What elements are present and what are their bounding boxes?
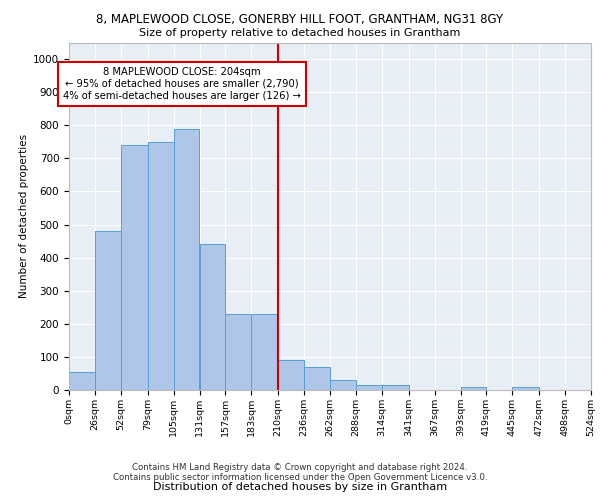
Bar <box>278 360 304 390</box>
Bar <box>173 128 199 390</box>
Bar <box>121 145 148 390</box>
Text: Contains HM Land Registry data © Crown copyright and database right 2024.: Contains HM Land Registry data © Crown c… <box>132 464 468 472</box>
Text: Distribution of detached houses by size in Grantham: Distribution of detached houses by size … <box>153 482 447 492</box>
Bar <box>251 314 278 390</box>
Y-axis label: Number of detached properties: Number of detached properties <box>19 134 29 298</box>
Bar <box>95 231 121 390</box>
Bar <box>199 244 226 390</box>
Text: 8, MAPLEWOOD CLOSE, GONERBY HILL FOOT, GRANTHAM, NG31 8GY: 8, MAPLEWOOD CLOSE, GONERBY HILL FOOT, G… <box>97 12 503 26</box>
Bar <box>356 385 382 390</box>
Bar <box>226 314 251 390</box>
Bar <box>304 367 330 390</box>
Bar <box>512 386 539 390</box>
Text: 8 MAPLEWOOD CLOSE: 204sqm
← 95% of detached houses are smaller (2,790)
4% of sem: 8 MAPLEWOOD CLOSE: 204sqm ← 95% of detac… <box>62 68 301 100</box>
Bar <box>382 385 409 390</box>
Bar <box>69 372 95 390</box>
Bar <box>461 386 487 390</box>
Bar <box>330 380 356 390</box>
Text: Size of property relative to detached houses in Grantham: Size of property relative to detached ho… <box>139 28 461 38</box>
Text: Contains public sector information licensed under the Open Government Licence v3: Contains public sector information licen… <box>113 474 487 482</box>
Bar <box>148 142 173 390</box>
